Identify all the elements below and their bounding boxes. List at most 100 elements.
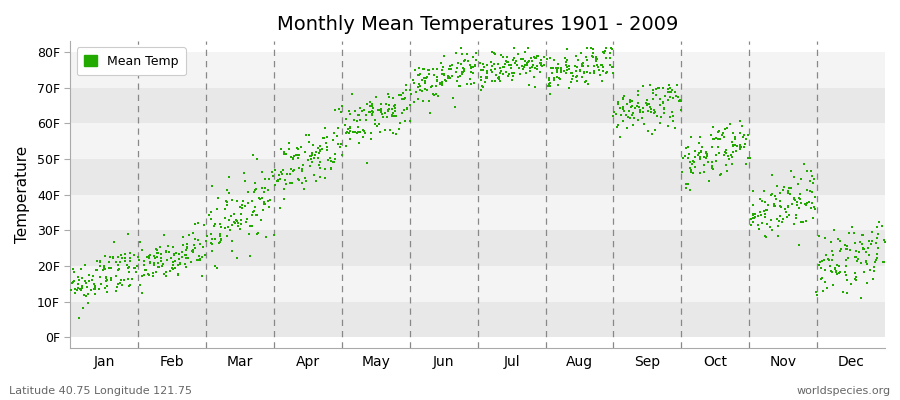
Point — [296, 186, 310, 193]
Point — [99, 278, 113, 285]
Point — [806, 214, 821, 221]
Point — [474, 77, 489, 83]
Point — [302, 153, 317, 159]
Point — [624, 104, 638, 110]
Point — [378, 127, 392, 133]
Point — [235, 204, 249, 211]
Point — [443, 74, 457, 81]
Point — [294, 143, 309, 150]
Point — [647, 127, 662, 133]
Point — [454, 61, 468, 68]
Point — [351, 112, 365, 118]
Point — [154, 251, 168, 257]
Point — [415, 88, 429, 94]
Point — [558, 70, 572, 76]
Point — [806, 204, 821, 211]
Point — [542, 81, 556, 87]
Point — [701, 178, 716, 184]
Point — [179, 244, 194, 250]
Point — [643, 81, 657, 88]
Point — [90, 258, 104, 264]
Point — [111, 262, 125, 268]
Point — [734, 144, 749, 150]
Point — [132, 239, 147, 246]
Point — [225, 248, 239, 254]
Point — [238, 170, 252, 176]
Point — [328, 106, 343, 113]
Point — [403, 118, 418, 124]
Point — [792, 242, 806, 248]
Point — [352, 140, 366, 146]
Point — [639, 97, 653, 103]
Point — [563, 79, 578, 86]
Point — [605, 46, 619, 52]
Point — [305, 159, 320, 166]
Point — [654, 114, 669, 120]
Point — [515, 63, 529, 69]
Point — [611, 101, 625, 108]
Point — [721, 152, 735, 159]
Point — [298, 149, 312, 155]
Point — [161, 249, 176, 256]
Point — [426, 90, 440, 97]
Point — [668, 89, 682, 95]
Point — [840, 277, 854, 283]
Point — [496, 64, 510, 70]
Point — [652, 102, 667, 108]
Point — [604, 45, 618, 52]
Point — [638, 99, 652, 106]
Point — [599, 70, 614, 76]
Point — [553, 76, 567, 83]
Point — [523, 67, 537, 74]
Point — [680, 181, 694, 188]
Point — [547, 57, 562, 64]
Point — [542, 75, 556, 81]
Point — [109, 273, 123, 280]
Point — [635, 115, 650, 121]
Point — [499, 69, 513, 75]
Point — [284, 180, 299, 186]
Point — [709, 134, 724, 141]
Point — [388, 102, 402, 108]
Point — [505, 77, 519, 83]
Point — [464, 65, 478, 72]
Point — [730, 142, 744, 149]
Point — [256, 185, 270, 192]
Point — [680, 144, 695, 150]
Point — [392, 126, 407, 132]
Point — [687, 158, 701, 165]
Point — [559, 46, 573, 52]
Point — [646, 110, 661, 116]
Point — [350, 117, 365, 124]
Point — [262, 176, 276, 182]
Point — [569, 74, 583, 80]
Point — [238, 177, 253, 184]
Point — [831, 236, 845, 242]
Point — [622, 108, 636, 114]
Point — [439, 77, 454, 84]
Point — [796, 160, 811, 167]
Point — [320, 157, 335, 163]
Point — [745, 202, 760, 208]
Point — [686, 170, 700, 176]
Point — [686, 157, 700, 164]
Point — [796, 219, 810, 226]
Point — [374, 106, 388, 112]
Point — [616, 95, 630, 102]
Point — [484, 66, 499, 73]
Point — [384, 112, 399, 119]
Point — [204, 183, 219, 189]
Point — [224, 197, 238, 203]
Point — [213, 237, 228, 243]
Point — [513, 71, 527, 78]
Point — [848, 240, 862, 246]
Point — [516, 65, 530, 72]
Point — [628, 104, 643, 111]
Point — [308, 152, 322, 158]
Point — [767, 203, 781, 209]
Point — [277, 196, 292, 202]
Point — [827, 266, 842, 272]
Bar — [70, 123, 885, 159]
Point — [100, 283, 114, 290]
Point — [387, 112, 401, 119]
